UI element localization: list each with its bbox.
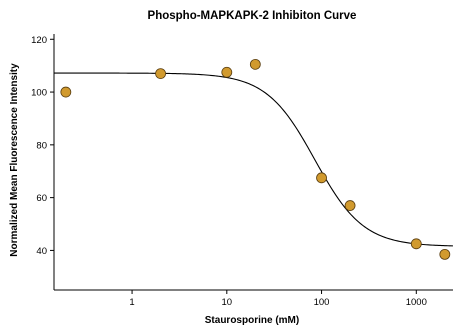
y-tick-label-120: 120 [31,35,47,46]
data-point-3 [221,66,233,78]
x-ticks: 1 10 100 1000 [129,290,427,308]
x-axis-label: Staurosporine (mM) [205,315,299,325]
data-point-7 [410,238,422,250]
x-tick-label-1000: 1000 [406,297,427,308]
data-point-4 [249,58,261,70]
data-points [60,58,451,260]
chart-title: Phospho-MAPKAPK-2 Inhibiton Curve [148,10,357,22]
y-tick-label-40: 40 [36,246,47,257]
data-point-2 [155,68,166,79]
x-tick-label-100: 100 [314,297,330,308]
data-point-1 [60,86,72,98]
axes [53,34,453,291]
y-tick-label-60: 60 [36,193,47,204]
x-tick-label-10: 10 [222,297,233,308]
y-tick-label-100: 100 [31,88,47,99]
y-axis-label: Normalized Mean Fluorescence Intensity [9,63,20,257]
y-ticks: 40 60 80 100 120 [31,35,54,257]
data-point-5 [316,172,327,184]
x-tick-label-1: 1 [129,297,134,308]
y-tick-label-80: 80 [36,140,47,151]
data-point-6 [344,200,356,211]
data-point-8 [439,248,451,260]
fit-curve [54,72,453,247]
